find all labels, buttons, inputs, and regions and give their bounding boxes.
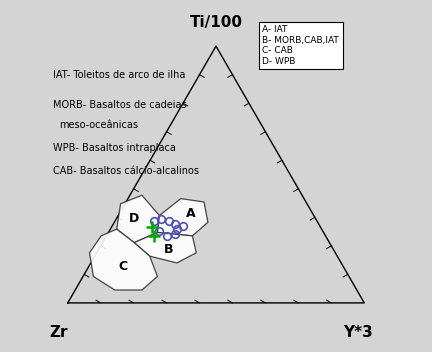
Text: Ti/100: Ti/100 [190, 15, 242, 30]
Text: A- IAT
B- MORB,CAB,IAT
C- CAB
D- WPB: A- IAT B- MORB,CAB,IAT C- CAB D- WPB [262, 25, 339, 66]
Text: WPB- Basaltos intraplaca: WPB- Basaltos intraplaca [53, 143, 175, 153]
Polygon shape [89, 229, 157, 290]
Text: MORB- Basaltos de cadeias: MORB- Basaltos de cadeias [53, 100, 186, 110]
Text: IAT- Toleitos de arco de ilha: IAT- Toleitos de arco de ilha [53, 70, 185, 80]
Polygon shape [117, 195, 159, 243]
Polygon shape [157, 199, 208, 236]
Text: Y*3: Y*3 [343, 325, 373, 340]
Polygon shape [134, 232, 196, 263]
Text: Zr: Zr [50, 325, 68, 340]
Text: CAB- Basaltos cálcio-alcalinos: CAB- Basaltos cálcio-alcalinos [53, 166, 199, 176]
Text: C: C [118, 260, 127, 273]
Text: B: B [164, 243, 174, 256]
Text: A: A [186, 207, 195, 220]
Text: D: D [129, 212, 139, 225]
Text: meso-oceânicas: meso-oceânicas [60, 120, 139, 130]
